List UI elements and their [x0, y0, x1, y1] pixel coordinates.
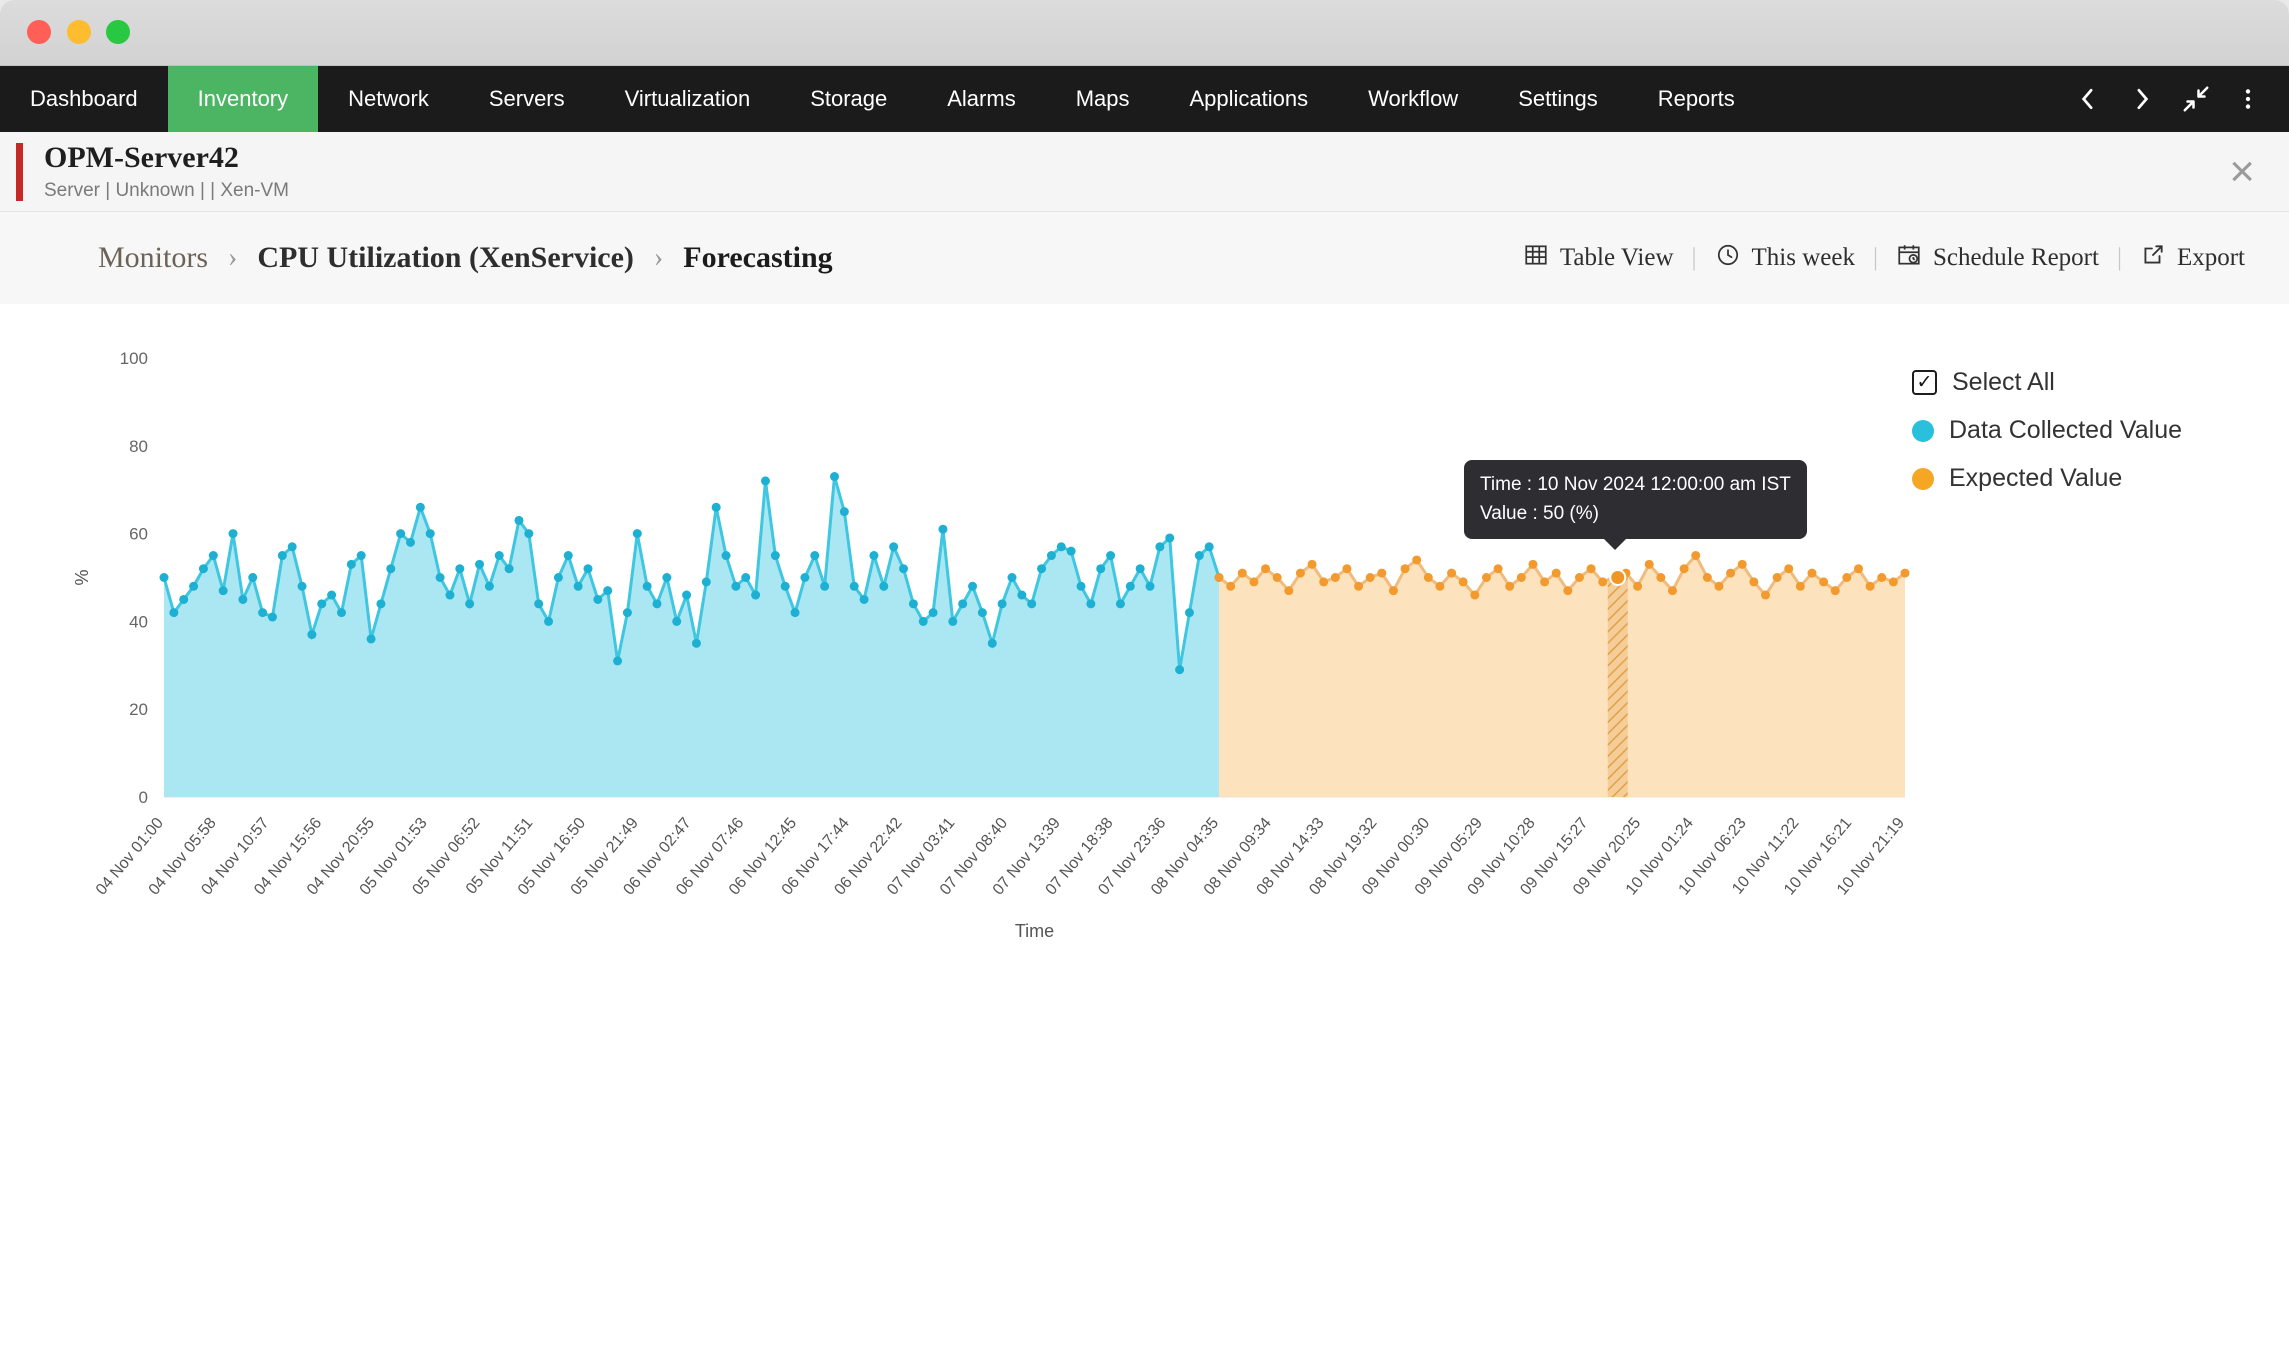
table-view-label: Table View	[1559, 244, 1674, 271]
nav-label: Servers	[488, 86, 565, 111]
nav-item-settings[interactable]: Settings	[1488, 66, 1628, 132]
nav-item-virtualization[interactable]: Virtualization	[595, 66, 781, 132]
export-icon	[2140, 242, 2166, 275]
breadcrumb-toolbar-row: Monitors › CPU Utilization (XenService) …	[0, 212, 2289, 304]
svg-text:40: 40	[129, 612, 148, 631]
nav-label: Dashboard	[30, 86, 138, 111]
chart-legend: ✓ Select All Data Collected Value Expect…	[1912, 368, 2182, 512]
nav-item-applications[interactable]: Applications	[1160, 66, 1339, 132]
severity-accent-bar	[16, 143, 23, 201]
expected-label: Expected Value	[1949, 464, 2123, 492]
nav-item-reports[interactable]: Reports	[1628, 66, 1765, 132]
schedule-report-label: Schedule Report	[1933, 244, 2099, 271]
table-view-button[interactable]: Table View	[1523, 242, 1674, 275]
device-info: OPM-Server42 Server | Unknown | | Xen-VM	[44, 141, 289, 202]
chevron-right-icon: ›	[228, 242, 238, 273]
svg-text:Time: Time	[1015, 921, 1054, 941]
nav-label: Reports	[1657, 86, 1735, 111]
data-collected-label: Data Collected Value	[1949, 416, 2183, 444]
nav-item-workflow[interactable]: Workflow	[1338, 66, 1488, 132]
svg-text:80: 80	[129, 437, 148, 456]
export-label: Export	[2176, 244, 2245, 271]
data-collected-swatch	[1912, 419, 1934, 442]
divider: |	[1872, 244, 1878, 271]
svg-text:20: 20	[129, 700, 148, 719]
breadcrumb-monitors[interactable]: Monitors	[98, 241, 209, 274]
collapse-fullscreen-icon[interactable]	[2181, 84, 2211, 114]
chevron-right-icon: ›	[653, 242, 664, 273]
nav-item-storage[interactable]: Storage	[780, 66, 917, 132]
tooltip-value: Value : 50 (%)	[1480, 503, 1599, 525]
nav-item-servers[interactable]: Servers	[459, 66, 595, 132]
svg-text:100: 100	[120, 349, 148, 368]
divider: |	[1691, 244, 1697, 271]
nav-label: Alarms	[947, 86, 1016, 111]
nav-label: Storage	[810, 86, 888, 111]
forecast-chart-panel: 0 20 40 60 80 100% 04 Nov 01:00 04 Nov 05:58 04 …	[0, 304, 2289, 1364]
svg-text:%: %	[72, 569, 92, 585]
main-nav: Dashboard Inventory Network Servers Virt…	[0, 66, 2289, 132]
zoom-window-button[interactable]	[106, 20, 130, 44]
period-selector-button[interactable]: This week	[1715, 242, 1855, 275]
nav-right-controls	[2073, 66, 2289, 132]
breadcrumb-cpu-utilization[interactable]: CPU Utilization (XenService)	[257, 241, 634, 274]
chevron-right-icon[interactable]	[2127, 84, 2157, 114]
nav-label: Inventory	[197, 86, 289, 111]
nav-item-network[interactable]: Network	[318, 66, 459, 132]
nav-item-alarms[interactable]: Alarms	[917, 66, 1045, 132]
select-all-checkbox[interactable]: ✓	[1912, 370, 1937, 395]
legend-item-data-collected[interactable]: Data Collected Value	[1912, 416, 2182, 445]
nav-item-maps[interactable]: Maps	[1046, 66, 1160, 132]
export-button[interactable]: Export	[2140, 242, 2245, 275]
svg-text:60: 60	[129, 525, 148, 544]
chevron-left-icon[interactable]	[2073, 84, 2103, 114]
chart-tooltip: Time : 10 Nov 2024 12:00:00 am IST Value…	[1464, 460, 1807, 550]
nav-item-inventory[interactable]: Inventory	[167, 66, 319, 132]
clock-icon	[1715, 242, 1741, 275]
tooltip-time: Time : 10 Nov 2024 12:00:00 am IST	[1480, 474, 1791, 495]
calendar-clock-icon	[1896, 242, 1922, 275]
expected-swatch	[1912, 467, 1934, 490]
period-label: This week	[1751, 244, 1855, 271]
schedule-report-button[interactable]: Schedule Report	[1896, 242, 2099, 275]
titlebar	[0, 0, 2289, 66]
device-subheader: OPM-Server42 Server | Unknown | | Xen-VM…	[0, 132, 2289, 212]
table-icon	[1523, 242, 1549, 275]
nav-label: Virtualization	[624, 86, 751, 111]
legend-item-expected[interactable]: Expected Value	[1912, 464, 2182, 493]
svg-text:0: 0	[139, 788, 148, 807]
chart-toolbar: Table View | This week | Schedule Report…	[1523, 242, 2245, 275]
breadcrumb-forecasting: Forecasting	[683, 241, 833, 274]
select-all-label: Select All	[1952, 368, 2055, 396]
minimize-window-button[interactable]	[67, 20, 91, 44]
close-icon[interactable]: ×	[2229, 146, 2255, 196]
divider: |	[2116, 244, 2122, 271]
nav-label: Network	[348, 86, 429, 111]
nav-label: Settings	[1518, 86, 1598, 111]
close-window-button[interactable]	[27, 20, 51, 44]
nav-item-dashboard[interactable]: Dashboard	[0, 66, 168, 132]
nav-label: Workflow	[1368, 86, 1459, 111]
nav-label: Applications	[1189, 86, 1309, 111]
select-all-toggle[interactable]: ✓ Select All	[1912, 368, 2182, 397]
nav-label: Maps	[1075, 86, 1130, 111]
breadcrumb: Monitors › CPU Utilization (XenService) …	[98, 241, 833, 275]
more-options-icon[interactable]	[2235, 84, 2261, 114]
device-meta: Server | Unknown | | Xen-VM	[44, 180, 290, 201]
device-name: OPM-Server42	[44, 141, 239, 174]
